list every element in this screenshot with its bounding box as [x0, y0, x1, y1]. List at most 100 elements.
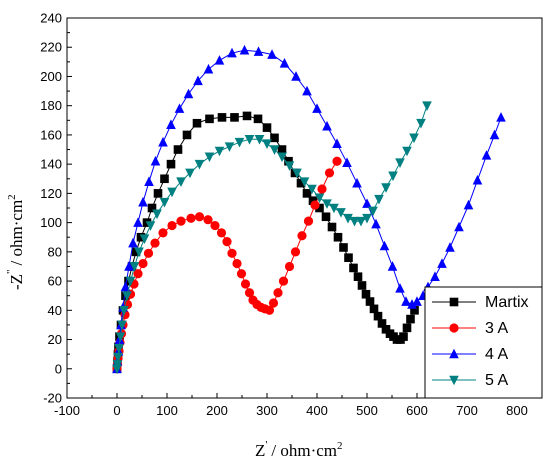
- y-axis-title: -Z" / ohm·cm2: [5, 194, 26, 290]
- x-tick-label: -100: [54, 403, 80, 418]
- data-point-3-a: [236, 269, 247, 279]
- legend-label-martix: Martix: [485, 294, 529, 311]
- y-tick-label: -20: [43, 391, 62, 406]
- data-point-3-a: [273, 288, 283, 298]
- data-point-5-a: [112, 364, 122, 375]
- data-point-martix: [270, 133, 279, 143]
- data-point-martix: [402, 323, 412, 333]
- data-point-3-a: [194, 212, 205, 222]
- data-point-5-a: [234, 137, 245, 148]
- y-tick-label: 100: [40, 215, 62, 230]
- y-tick-label: 40: [48, 303, 62, 318]
- data-point-martix: [308, 196, 318, 205]
- data-point-5-a: [129, 262, 140, 272]
- data-point-3-a: [332, 156, 342, 166]
- data-point-martix: [277, 145, 287, 154]
- x-tick-label: 200: [206, 403, 228, 418]
- legend-swatches: [432, 297, 476, 386]
- data-point-4-a: [454, 221, 464, 232]
- data-point-5-a: [402, 146, 412, 157]
- data-point-5-a: [314, 193, 325, 204]
- data-point-martix: [242, 111, 252, 121]
- data-point-4-a: [445, 242, 455, 252]
- data-point-4-a: [412, 296, 422, 306]
- data-point-5-a: [244, 135, 255, 145]
- data-point-3-a: [150, 238, 160, 248]
- data-point-5-a: [322, 199, 332, 209]
- data-point-5-a: [307, 184, 317, 195]
- y-axis-title-sup: 2: [6, 194, 18, 200]
- data-point-3-a: [186, 213, 196, 223]
- data-point-4-a: [291, 71, 301, 81]
- y-tick-label: 160: [40, 127, 62, 142]
- data-point-4-a: [481, 150, 492, 160]
- data-point-5-a: [113, 352, 123, 363]
- data-point-5-a: [115, 332, 126, 342]
- data-point-5-a: [145, 221, 156, 231]
- data-point-martix: [131, 247, 141, 257]
- data-point-5-a: [381, 183, 391, 193]
- data-point-4-a: [124, 261, 134, 271]
- data-point-3-a: [264, 305, 275, 315]
- axis-ticks: -100 0 100 200 300 400 500 600 700 800 -20 0 20 40 60 8…: [40, 11, 528, 419]
- series-4-a: [112, 44, 506, 374]
- data-point-4-a: [463, 199, 474, 210]
- data-point-martix: [302, 189, 312, 198]
- data-point-5-a: [159, 197, 170, 208]
- x-tick-label: 600: [406, 403, 428, 418]
- y-tick-label: 200: [40, 69, 62, 84]
- data-point-5-a: [114, 344, 124, 354]
- data-point-martix: [153, 189, 163, 198]
- data-point-3-a: [216, 228, 227, 238]
- data-point-3-a: [203, 215, 213, 225]
- data-point-4-a: [166, 119, 176, 129]
- data-point-4-a: [150, 155, 161, 166]
- y-tick-label: 220: [40, 40, 62, 55]
- data-point-4-a: [395, 283, 405, 293]
- data-point-5-a: [284, 161, 295, 171]
- data-point-3-a: [167, 220, 177, 231]
- data-point-5-a: [269, 145, 280, 155]
- data-point-5-a: [422, 101, 432, 111]
- data-point-3-a: [133, 269, 143, 279]
- data-point-martix: [166, 159, 176, 169]
- data-point-5-a: [139, 234, 150, 244]
- data-point-martix: [315, 203, 324, 213]
- data-point-5-a: [329, 203, 339, 214]
- data-point-4-a: [379, 240, 390, 251]
- data-point-4-a: [342, 157, 352, 167]
- data-point-4-a: [128, 237, 138, 248]
- x-tick-label: 0: [113, 403, 120, 418]
- y-axis-title-main: -Z: [7, 274, 26, 290]
- data-point-3-a: [240, 279, 251, 289]
- data-point-4-a: [302, 85, 312, 96]
- data-point-4-a: [203, 63, 214, 74]
- data-point-5-a: [134, 247, 144, 258]
- data-point-3-a: [284, 261, 295, 272]
- data-point-3-a: [317, 184, 327, 194]
- data-point-martix: [296, 178, 306, 188]
- y-tick-label: 20: [48, 332, 62, 347]
- data-point-4-a: [371, 218, 381, 229]
- data-point-5-a: [194, 159, 205, 170]
- y-tick-label: 180: [40, 98, 62, 113]
- data-point-martix: [262, 123, 272, 132]
- data-point-5-a: [356, 216, 366, 227]
- data-point-martix: [381, 325, 391, 334]
- data-point-4-a: [407, 299, 417, 309]
- data-point-3-a: [290, 247, 301, 257]
- data-point-3-a: [310, 200, 320, 210]
- data-point-5-a: [117, 320, 127, 331]
- data-point-4-a: [362, 198, 372, 208]
- data-point-5-a: [214, 146, 225, 157]
- legend-label-3a: 3 A: [485, 320, 508, 337]
- x-tick-label: 700: [456, 403, 478, 418]
- data-point-martix: [406, 314, 415, 324]
- data-point-martix: [353, 272, 363, 281]
- data-point-martix: [361, 289, 371, 299]
- data-point-4-a: [120, 281, 131, 292]
- data-point-4-a: [214, 55, 225, 65]
- x-axis-title: Z' / ohm·cm2: [255, 439, 343, 460]
- data-point-5-a: [292, 168, 302, 179]
